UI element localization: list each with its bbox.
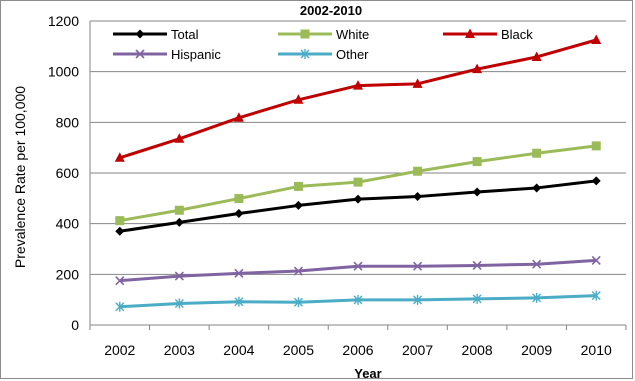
data-point-total: [293, 200, 303, 210]
data-point-white: [293, 181, 303, 191]
x-tick-label: 2004: [223, 342, 254, 358]
legend-label-total: Total: [171, 27, 199, 42]
x-tick-label: 2010: [581, 342, 612, 358]
data-point-hispanic: [115, 276, 125, 286]
data-point-hispanic: [174, 271, 184, 281]
legend-item-total: Total: [113, 27, 199, 42]
data-point-total: [472, 187, 482, 197]
data-point-other: [293, 297, 303, 308]
data-point-hispanic: [472, 260, 482, 271]
x-tick-label: 2009: [521, 342, 552, 358]
data-point-other: [472, 293, 482, 304]
data-point-total: [353, 194, 363, 204]
legend-item-white: White: [278, 27, 369, 42]
data-point-total: [532, 183, 542, 193]
legend-label-white: White: [336, 27, 369, 42]
data-point-white: [472, 157, 482, 167]
data-point-total: [115, 226, 125, 236]
data-point-white: [234, 194, 244, 204]
legend-marker-black: [465, 28, 475, 38]
data-point-black: [114, 152, 125, 162]
chart-title: 2002-2010: [300, 3, 362, 18]
data-point-hispanic: [532, 259, 542, 269]
y-tick-label: 0: [71, 317, 79, 333]
data-point-other: [353, 294, 363, 305]
data-point-white: [591, 141, 601, 151]
data-point-black: [591, 34, 602, 44]
data-point-other: [115, 301, 125, 312]
y-tick-label: 1000: [48, 64, 79, 80]
x-tick-label: 2002: [104, 342, 135, 358]
data-point-white: [174, 205, 184, 215]
data-point-white: [413, 166, 423, 176]
legend-label-black: Black: [501, 27, 533, 42]
data-point-white: [353, 177, 363, 187]
x-tick-label: 2008: [462, 342, 493, 358]
series-other: [115, 290, 601, 312]
data-point-total: [413, 192, 423, 202]
data-point-hispanic: [234, 268, 244, 278]
data-point-hispanic: [353, 261, 363, 271]
data-point-black: [353, 80, 363, 90]
legend-label-other: Other: [336, 47, 369, 62]
x-tick-label: 2005: [283, 342, 314, 358]
data-point-black: [531, 51, 542, 61]
data-point-other: [413, 294, 423, 305]
x-tick-label: 2007: [402, 342, 433, 358]
x-axis-title: Year: [354, 366, 381, 379]
data-point-hispanic: [591, 255, 601, 265]
series-total: [115, 176, 601, 236]
series-white: [115, 141, 601, 226]
data-point-other: [532, 292, 542, 303]
series-hispanic: [115, 255, 601, 286]
legend-marker-other: [300, 49, 310, 59]
legend-marker-total: [135, 29, 145, 39]
data-point-white: [115, 216, 125, 226]
y-tick-label: 400: [56, 216, 80, 232]
data-point-other: [174, 298, 184, 309]
x-tick-label: 2003: [164, 342, 195, 358]
data-point-black: [233, 112, 244, 122]
y-axis-title: Prevalence Rate per 100,000: [12, 86, 28, 268]
y-tick-label: 1200: [48, 13, 79, 29]
data-point-white: [532, 148, 542, 158]
data-point-black: [472, 63, 483, 74]
legend-item-hispanic: Hispanic: [113, 47, 221, 62]
series-line-hispanic: [119, 258, 597, 283]
data-point-hispanic: [293, 266, 304, 276]
legend-marker-white: [300, 29, 310, 39]
y-tick-label: 200: [56, 266, 80, 282]
series-black: [114, 34, 602, 162]
legend-marker-hispanic: [135, 49, 145, 59]
legend-label-hispanic: Hispanic: [171, 47, 221, 62]
y-tick-label: 600: [56, 165, 80, 181]
legend-item-other: Other: [278, 47, 369, 62]
data-point-other: [234, 296, 244, 307]
data-point-total: [234, 209, 244, 219]
y-tick-label: 800: [56, 114, 80, 130]
legend-item-black: Black: [443, 27, 533, 42]
data-point-black: [174, 133, 185, 143]
data-point-black: [412, 78, 423, 88]
data-point-total: [591, 176, 601, 186]
data-point-hispanic: [412, 261, 423, 271]
x-tick-label: 2006: [342, 342, 373, 358]
data-point-total: [174, 217, 184, 227]
data-point-black: [293, 94, 304, 104]
data-point-other: [591, 290, 601, 301]
